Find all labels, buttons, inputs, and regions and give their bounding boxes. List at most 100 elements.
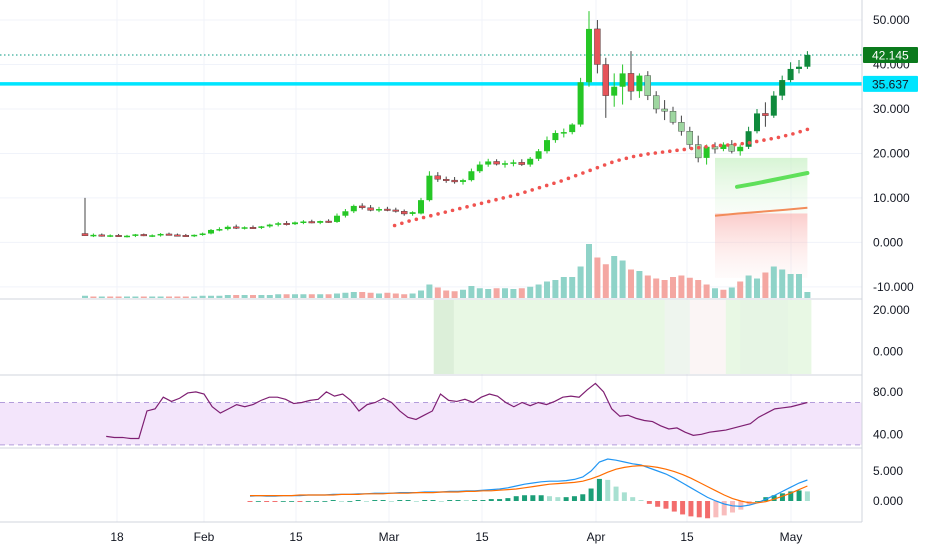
candle[interactable]: [140, 233, 148, 237]
candle[interactable]: [157, 233, 164, 237]
ema-dot: [798, 129, 802, 134]
last-price-badge[interactable]: 42.145: [863, 46, 918, 63]
candle[interactable]: [586, 11, 592, 87]
candle[interactable]: [342, 209, 349, 218]
candle[interactable]: [796, 60, 802, 74]
candle[interactable]: [208, 229, 214, 235]
candle[interactable]: [426, 171, 433, 202]
candle[interactable]: [476, 161, 483, 174]
candle[interactable]: [283, 221, 290, 226]
candle[interactable]: [317, 220, 324, 225]
candle[interactable]: [686, 126, 693, 149]
ema-dot: [573, 173, 578, 178]
candle[interactable]: [460, 178, 466, 185]
candle[interactable]: [401, 209, 408, 216]
candle[interactable]: [711, 142, 719, 154]
candle[interactable]: [754, 108, 760, 134]
candle[interactable]: [804, 51, 811, 69]
volume-bar: [426, 284, 433, 298]
candle[interactable]: [107, 234, 114, 238]
candle[interactable]: [510, 159, 517, 167]
candle[interactable]: [325, 219, 332, 223]
candle[interactable]: [350, 204, 357, 214]
candle[interactable]: [619, 64, 626, 105]
candle[interactable]: [787, 62, 794, 83]
candle[interactable]: [594, 20, 601, 74]
candle[interactable]: [232, 224, 240, 230]
candle[interactable]: [384, 206, 391, 212]
ema-dot: [631, 154, 636, 159]
candle[interactable]: [569, 123, 576, 135]
candle[interactable]: [762, 102, 769, 127]
level-price-badge[interactable]: 35.637: [863, 75, 918, 92]
candle[interactable]: [98, 233, 106, 237]
candle[interactable]: [174, 233, 181, 237]
candle[interactable]: [216, 227, 223, 232]
candle[interactable]: [644, 71, 651, 101]
candle[interactable]: [249, 225, 257, 230]
candle[interactable]: [367, 205, 374, 212]
volume-bar: [124, 296, 130, 298]
candle[interactable]: [669, 106, 677, 125]
candle[interactable]: [627, 51, 635, 101]
macd-histogram-bar: [505, 498, 511, 501]
candle[interactable]: [392, 207, 399, 213]
candle[interactable]: [493, 159, 500, 166]
candle[interactable]: [485, 158, 492, 167]
candle[interactable]: [308, 219, 315, 224]
candle[interactable]: [409, 211, 416, 216]
candle[interactable]: [418, 197, 424, 215]
candle[interactable]: [224, 225, 231, 231]
candle[interactable]: [636, 73, 643, 98]
volume-bar: [208, 295, 214, 298]
candle[interactable]: [653, 91, 660, 114]
candle[interactable]: [199, 232, 206, 236]
candle[interactable]: [661, 100, 668, 121]
candle[interactable]: [191, 234, 198, 238]
candle[interactable]: [182, 233, 190, 237]
candle[interactable]: [376, 206, 382, 213]
candle[interactable]: [745, 126, 752, 149]
candle[interactable]: [502, 160, 508, 168]
candle[interactable]: [115, 233, 122, 237]
candle[interactable]: [577, 77, 584, 127]
candle[interactable]: [149, 234, 156, 238]
candle[interactable]: [434, 172, 441, 182]
candle[interactable]: [334, 213, 340, 223]
candle[interactable]: [770, 91, 777, 118]
candle[interactable]: [132, 233, 139, 238]
candle[interactable]: [90, 233, 97, 238]
ema-dot: [588, 168, 592, 173]
candle[interactable]: [275, 221, 282, 227]
candle[interactable]: [535, 149, 542, 162]
candle[interactable]: [266, 223, 273, 228]
candle[interactable]: [468, 168, 475, 182]
candle[interactable]: [124, 234, 130, 238]
volume-bar: [140, 296, 147, 298]
candle[interactable]: [165, 232, 173, 236]
volume-bar: [611, 256, 618, 298]
candle[interactable]: [737, 144, 744, 156]
candle[interactable]: [602, 57, 609, 118]
candle[interactable]: [544, 136, 550, 154]
candle[interactable]: [720, 142, 727, 152]
candle[interactable]: [779, 75, 786, 101]
candle[interactable]: [527, 157, 534, 167]
macd-histogram-bar: [605, 479, 611, 501]
candle[interactable]: [292, 221, 298, 226]
candle[interactable]: [258, 225, 265, 230]
candle[interactable]: [728, 140, 735, 154]
candle[interactable]: [560, 128, 567, 138]
candle[interactable]: [611, 73, 618, 107]
candle[interactable]: [552, 130, 559, 143]
candle[interactable]: [451, 177, 458, 184]
candle[interactable]: [359, 203, 366, 210]
candle[interactable]: [241, 226, 248, 230]
candle[interactable]: [81, 197, 89, 236]
candle[interactable]: [678, 115, 685, 136]
candle[interactable]: [443, 176, 450, 183]
candle[interactable]: [300, 220, 307, 225]
candle[interactable]: [518, 159, 525, 166]
